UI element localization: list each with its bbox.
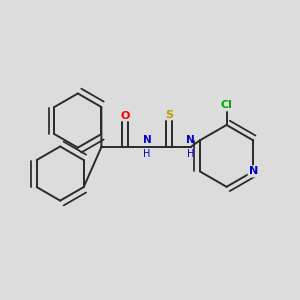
Text: N: N [186, 135, 195, 145]
Text: N: N [249, 166, 258, 176]
Text: O: O [120, 111, 130, 121]
Text: S: S [165, 110, 173, 120]
Text: H: H [143, 148, 151, 158]
Text: H: H [187, 148, 194, 158]
Text: Cl: Cl [220, 100, 232, 110]
Text: N: N [143, 135, 152, 145]
